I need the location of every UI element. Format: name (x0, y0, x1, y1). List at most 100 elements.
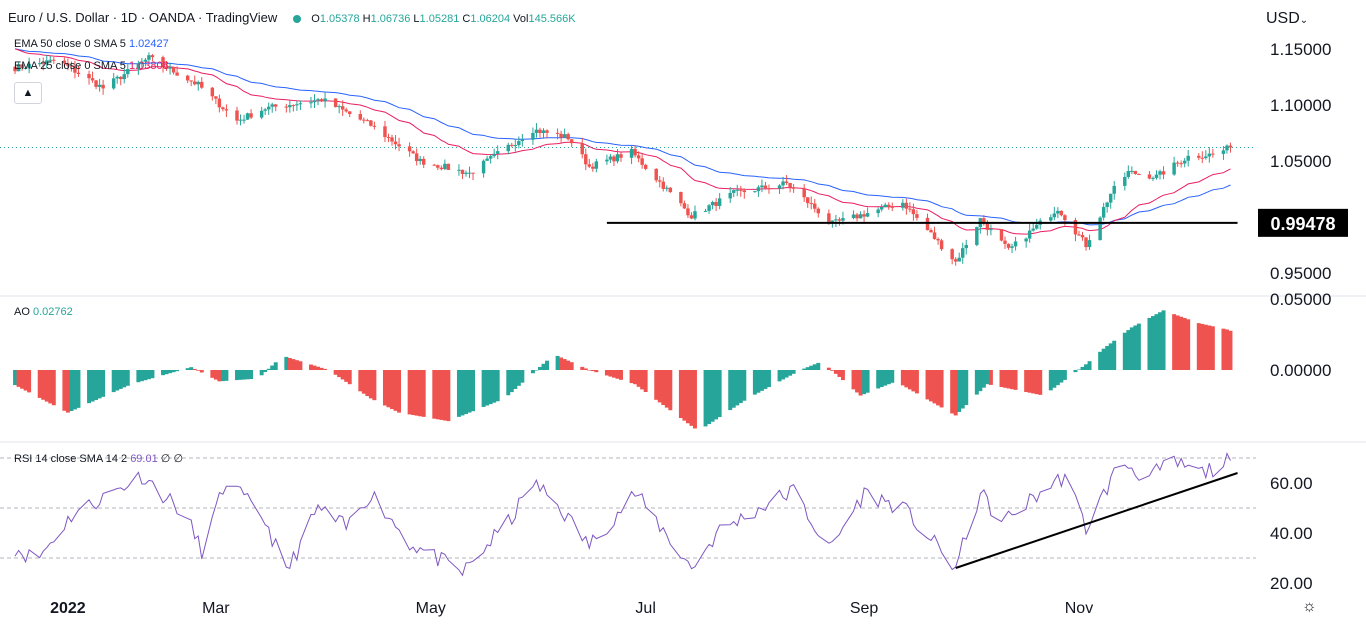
candle-body (858, 214, 863, 219)
candle-body (1133, 170, 1138, 175)
ao-bar (914, 370, 919, 394)
candle-body (643, 164, 648, 169)
ao-bar (464, 370, 468, 415)
candle-body (467, 172, 472, 174)
ao-bar (904, 370, 909, 388)
ao-bar (682, 370, 687, 421)
ema25-legend[interactable]: EMA 25 close 0 SMA 5 1.03808 (14, 60, 169, 72)
candle-body (362, 119, 366, 121)
ao-bar (397, 370, 402, 413)
candle-body (763, 185, 768, 189)
ao-bar (534, 370, 539, 371)
candle-body (802, 188, 806, 198)
candle-body (1225, 145, 1229, 151)
ao-bar (1228, 330, 1233, 370)
ao-bar (858, 370, 863, 396)
candle-body (887, 204, 891, 207)
symbol-title[interactable]: Euro / U.S. Dollar · 1D · OANDA · Tradin… (8, 10, 278, 25)
ao-bar (1052, 370, 1057, 388)
candle-body (298, 103, 303, 105)
candle-body (101, 84, 105, 89)
ao-bar (1006, 370, 1011, 389)
candle-body (436, 165, 440, 168)
candle-body (562, 134, 567, 138)
collapse-legend-button[interactable]: ▲ (14, 82, 42, 104)
candle-body (612, 156, 616, 162)
ao-bar (242, 370, 247, 380)
candle-body (682, 203, 687, 209)
settings-gear-icon[interactable]: ☼ (1302, 598, 1317, 615)
ao-bar (985, 370, 990, 385)
candle-body (756, 187, 761, 192)
ao-bar (1034, 370, 1039, 395)
candle-body (238, 119, 243, 121)
ao-value: 0.02762 (32, 306, 73, 318)
ao-bar (1080, 366, 1085, 370)
candle-body (964, 244, 968, 249)
candle-body (1175, 162, 1180, 164)
candle-body (777, 185, 782, 189)
ao-pane[interactable]: 0.05000 0.00000 (13, 290, 1331, 429)
candle-body (883, 204, 887, 208)
candle-body (196, 81, 200, 85)
ao-bar (1087, 361, 1092, 370)
ao-bar (1203, 324, 1208, 370)
ao-bar (164, 370, 169, 375)
ao-bar (72, 370, 77, 410)
ao-bar (1210, 326, 1215, 370)
ao-bar (270, 365, 275, 370)
time-tick-label: Jul (635, 600, 655, 617)
candle-body (837, 219, 842, 221)
candle-body (936, 238, 940, 241)
ao-bar (1105, 346, 1110, 370)
candle-body (365, 120, 370, 122)
candle-body (1084, 237, 1088, 248)
ao-bar (27, 370, 32, 393)
ao-tick-label: 0.05000 (1270, 290, 1331, 309)
ao-bar (678, 370, 683, 419)
ao-bar (654, 370, 659, 400)
rsi-pane[interactable]: 60.00 40.00 20.00 (0, 452, 1313, 594)
rsi-legend[interactable]: RSI 14 close SMA 14 2 69.01 ∅ ∅ (14, 453, 184, 465)
currency-selector[interactable]: USD⌄ (1266, 10, 1309, 27)
ao-bar (122, 370, 127, 388)
ema50-legend[interactable]: EMA 50 close 0 SMA 5 1.02427 (14, 38, 169, 50)
ao-bar (460, 370, 465, 416)
candle-body (555, 132, 560, 134)
ao-bar (1154, 314, 1159, 370)
ao-bar (837, 370, 842, 377)
candle-body (214, 96, 218, 99)
ao-bar (1147, 317, 1152, 370)
ao-legend[interactable]: AO 0.02762 (14, 306, 73, 318)
candle-body (1179, 163, 1183, 165)
ao-bar (111, 370, 116, 393)
ao-bar (964, 370, 969, 406)
candle-body (654, 168, 658, 181)
ao-bar (802, 368, 807, 370)
ao-bar (707, 370, 712, 425)
ao-bar (784, 370, 789, 378)
ao-bar (44, 370, 49, 402)
candle-body (904, 202, 909, 209)
ao-bar (876, 370, 881, 389)
ao-bar (545, 360, 549, 370)
ao-bar (435, 370, 440, 420)
candle-body (136, 63, 141, 70)
ao-bar (907, 370, 912, 390)
candle-body (717, 198, 722, 206)
candle-body (950, 249, 954, 260)
price-pane[interactable]: 1.15000 1.10000 1.05000 0.95000 0.99478 (0, 40, 1348, 283)
candle-body (841, 218, 845, 221)
candle-body (513, 145, 518, 147)
ao-bar (608, 370, 613, 377)
candle-body (531, 132, 535, 140)
ao-bar (481, 370, 486, 407)
ao-bar (513, 370, 518, 389)
candle-body (890, 206, 894, 208)
ao-bar (41, 370, 46, 400)
candle-body (865, 213, 870, 217)
ao-bar (224, 370, 229, 381)
ao-bar (199, 370, 204, 373)
ao-bar (259, 370, 264, 376)
